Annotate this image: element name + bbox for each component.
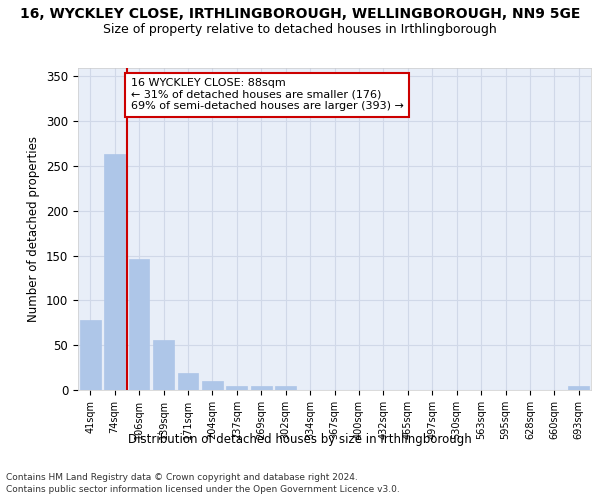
Bar [104,154,125,390]
Bar [251,386,272,390]
Text: Contains HM Land Registry data © Crown copyright and database right 2024.: Contains HM Land Registry data © Crown c… [6,472,358,482]
Bar [226,386,247,390]
Bar [275,386,296,390]
Bar [178,373,199,390]
Text: 16, WYCKLEY CLOSE, IRTHLINGBOROUGH, WELLINGBOROUGH, NN9 5GE: 16, WYCKLEY CLOSE, IRTHLINGBOROUGH, WELL… [20,8,580,22]
Y-axis label: Number of detached properties: Number of detached properties [28,136,40,322]
Text: Size of property relative to detached houses in Irthlingborough: Size of property relative to detached ho… [103,22,497,36]
Bar [128,259,149,390]
Bar [202,381,223,390]
Text: Contains public sector information licensed under the Open Government Licence v3: Contains public sector information licen… [6,485,400,494]
Text: 16 WYCKLEY CLOSE: 88sqm
← 31% of detached houses are smaller (176)
69% of semi-d: 16 WYCKLEY CLOSE: 88sqm ← 31% of detache… [131,78,403,112]
Bar [153,340,174,390]
Text: Distribution of detached houses by size in Irthlingborough: Distribution of detached houses by size … [128,432,472,446]
Bar [568,386,589,390]
Bar [80,320,101,390]
